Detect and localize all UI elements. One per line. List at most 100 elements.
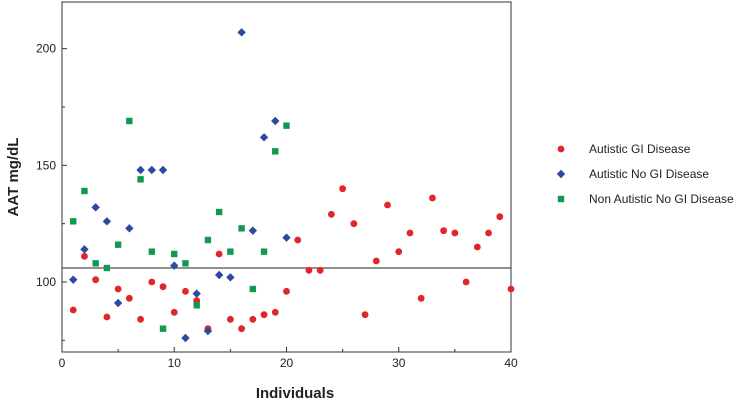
data-point: [496, 213, 504, 221]
data-point: [103, 313, 111, 321]
data-point: [203, 326, 213, 336]
data-point: [372, 257, 380, 265]
x-tick-label-4: 40: [504, 356, 518, 370]
data-point: [158, 165, 168, 175]
data-point: [102, 217, 112, 226]
data-point: [148, 248, 155, 255]
data-point: [316, 266, 324, 274]
data-point: [182, 287, 189, 295]
series-2: [70, 117, 290, 332]
data-point: [147, 165, 156, 175]
y-tick-label-2: 200: [36, 42, 56, 56]
data-point: [69, 306, 77, 314]
series-1: [69, 28, 291, 343]
data-point: [193, 302, 200, 309]
points-layer: [69, 28, 515, 343]
data-point: [406, 229, 414, 237]
data-point: [507, 285, 515, 293]
data-point: [485, 229, 492, 237]
data-point: [395, 248, 403, 256]
x-tick-label-2: 20: [280, 356, 294, 370]
data-point: [137, 315, 144, 323]
legend-label-0: Autistic GI Disease: [589, 142, 691, 156]
x-axis-title: Individuals: [256, 385, 334, 402]
data-point: [271, 116, 280, 126]
data-point: [125, 224, 134, 233]
data-point: [238, 325, 246, 333]
legend-label-1: Autistic No GI Disease: [589, 167, 709, 181]
data-point: [226, 315, 234, 323]
legend-label-2: Non Autistic No GI Disease: [589, 192, 734, 206]
data-point: [237, 28, 246, 37]
data-point: [92, 260, 99, 267]
y-axis-title: AAT mg/dL: [5, 138, 22, 217]
data-point: [283, 122, 290, 129]
data-point: [159, 325, 167, 332]
legend-marker-1: [556, 169, 566, 179]
data-point: [170, 261, 179, 270]
x-tick-label-3: 30: [392, 356, 406, 370]
data-point: [171, 250, 178, 258]
data-point: [80, 245, 89, 254]
data-point: [350, 220, 358, 228]
data-point: [126, 117, 133, 125]
data-point: [70, 218, 77, 225]
data-point: [260, 248, 268, 255]
data-point: [182, 260, 189, 267]
data-point: [462, 278, 470, 286]
data-point: [238, 225, 245, 232]
data-point: [227, 248, 234, 255]
data-point: [214, 270, 224, 280]
data-point: [339, 185, 347, 193]
legend: Autistic GI Disease Autistic No GI Diseas…: [556, 142, 734, 206]
data-point: [204, 236, 212, 244]
data-point: [148, 278, 156, 286]
x-tick-label-1: 10: [168, 356, 182, 370]
data-point: [192, 289, 201, 298]
data-point: [440, 227, 448, 235]
legend-marker-0: [557, 145, 565, 153]
data-point: [81, 252, 88, 260]
data-point: [249, 285, 257, 293]
data-point: [429, 194, 436, 202]
data-point: [259, 133, 269, 142]
x-tick-label-0: 0: [59, 356, 66, 370]
data-point: [272, 148, 279, 155]
data-point: [305, 266, 313, 274]
data-point: [159, 283, 167, 291]
data-point: [125, 294, 133, 302]
data-point: [170, 308, 178, 316]
data-point: [136, 165, 145, 175]
data-point: [215, 208, 223, 216]
data-point: [260, 311, 268, 319]
ticks-layer: 0 10 20 30 40 100 150 200: [36, 42, 518, 370]
data-point: [137, 176, 144, 183]
data-point: [249, 315, 257, 323]
series-0: [69, 185, 515, 333]
data-point: [417, 294, 425, 302]
data-point: [361, 311, 369, 319]
data-point: [92, 276, 100, 284]
data-point: [283, 287, 290, 295]
data-point: [114, 285, 122, 293]
legend-marker-2: [557, 195, 565, 203]
data-point: [328, 210, 335, 218]
data-point: [113, 298, 123, 308]
data-point: [294, 236, 302, 244]
data-point: [69, 275, 78, 284]
data-point: [81, 187, 88, 195]
data-point: [103, 264, 111, 272]
data-point: [181, 333, 190, 343]
data-point: [226, 273, 235, 282]
data-point: [473, 243, 481, 251]
data-point: [248, 226, 258, 235]
data-point: [271, 308, 279, 316]
y-tick-label-0: 100: [36, 275, 56, 289]
data-point: [451, 229, 459, 237]
data-point: [91, 203, 100, 212]
data-point: [282, 233, 291, 242]
data-point: [384, 201, 391, 209]
data-point: [114, 241, 122, 248]
y-tick-label-1: 150: [36, 158, 56, 172]
